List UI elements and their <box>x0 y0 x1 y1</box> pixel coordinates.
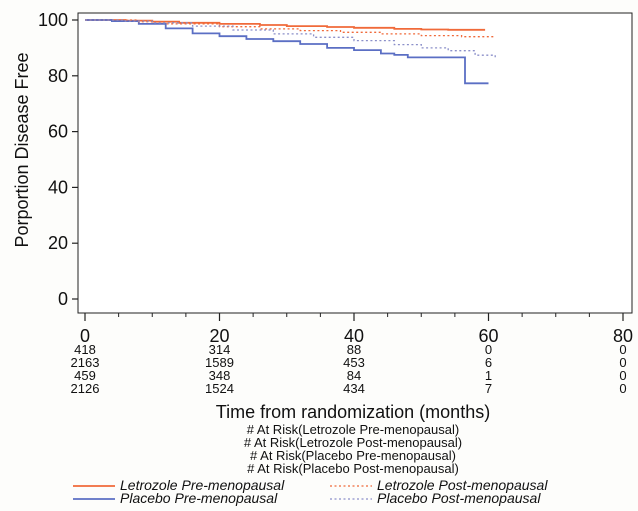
plot-area <box>77 12 633 314</box>
curve-letrozole-post-menopausal <box>85 19 496 38</box>
at-risk-row-title: # At Risk(Letrozole Post-menopausal) <box>244 435 462 450</box>
at-risk-value: 7 <box>485 381 492 396</box>
y-tick-label-60: 60 <box>48 122 68 142</box>
legend-label: Placebo Pre-menopausal <box>120 490 278 506</box>
y-tick-label-80: 80 <box>48 66 68 86</box>
at-risk-value: 0 <box>485 342 492 357</box>
legend: Letrozole Pre-menopausal Letrozole Post-m… <box>73 477 548 506</box>
at-risk-value: 434 <box>343 381 365 396</box>
x-tick-label-20: 20 <box>209 326 229 346</box>
at-risk-value: 0 <box>619 381 626 396</box>
axis-ticks: 0 20 40 60 80 100 0 20 40 60 80 <box>38 10 633 346</box>
curve-placebo-pre-menopausal <box>85 19 489 85</box>
at-risk-value: 0 <box>619 355 626 370</box>
at-risk-value: 418 <box>74 342 96 357</box>
at-risk-value: 314 <box>209 342 231 357</box>
at-risk-value: 459 <box>74 368 96 383</box>
at-risk-value: 0 <box>619 342 626 357</box>
x-tick-label-0: 0 <box>80 326 90 346</box>
legend-label: Letrozole Post-menopausal <box>377 477 548 493</box>
plot-frame <box>77 12 633 314</box>
at-risk-value: 6 <box>485 355 492 370</box>
survival-curves <box>85 19 496 85</box>
at-risk-value: 88 <box>347 342 361 357</box>
x-tick-label-60: 60 <box>478 326 498 346</box>
y-tick-label-0: 0 <box>58 289 68 309</box>
at-risk-value: 348 <box>209 368 231 383</box>
x-tick-label-40: 40 <box>344 326 364 346</box>
x-axis-title: Time from randomization (months) <box>216 402 490 422</box>
legend-label: Letrozole Pre-menopausal <box>120 477 285 493</box>
at-risk-value: 1589 <box>205 355 234 370</box>
at-risk-value: 1524 <box>205 381 234 396</box>
y-tick-label-20: 20 <box>48 233 68 253</box>
at-risk-value: 0 <box>619 368 626 383</box>
y-tick-label-100: 100 <box>38 10 68 30</box>
at-risk-value: 84 <box>347 368 361 383</box>
x-tick-label-80: 80 <box>613 326 633 346</box>
at-risk-value: 453 <box>343 355 365 370</box>
at-risk-value: 2163 <box>71 355 100 370</box>
legend-label: Placebo Post-menopausal <box>377 490 541 506</box>
at-risk-value: 1 <box>485 368 492 383</box>
at-risk-titles: # At Risk(Letrozole Pre-menopausal)# At … <box>244 422 462 476</box>
y-axis-title: Porportion Disease Free <box>12 52 32 247</box>
at-risk-row-title: # At Risk(Placebo Pre-menopausal) <box>250 448 456 463</box>
y-tick-label-40: 40 <box>48 177 68 197</box>
at-risk-row-title: # At Risk(Letrozole Pre-menopausal) <box>247 422 459 437</box>
at-risk-value: 2126 <box>71 381 100 396</box>
at-risk-row-title: # At Risk(Placebo Post-menopausal) <box>247 461 459 476</box>
